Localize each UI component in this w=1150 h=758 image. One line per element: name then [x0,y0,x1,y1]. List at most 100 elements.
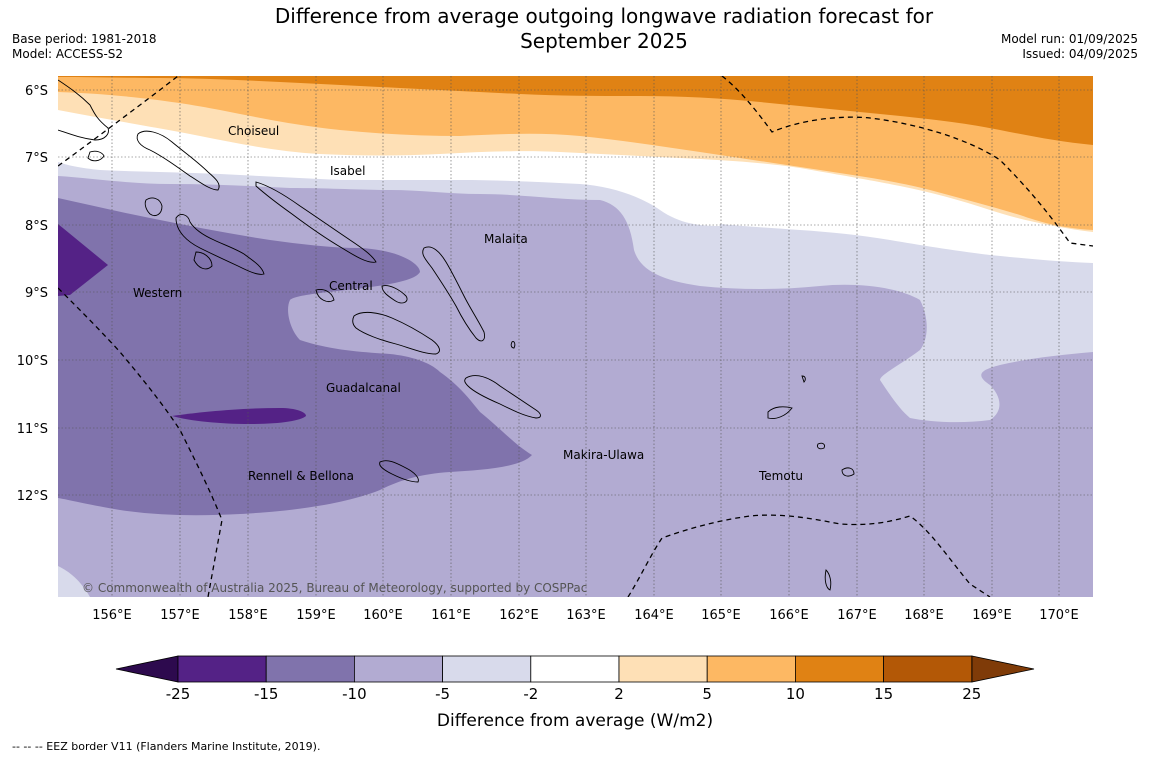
latitude-tick-label: 6°S [25,84,48,99]
island-russell [315,289,335,302]
coastlines [58,79,855,591]
longitude-tick-label: 165°E [701,608,741,623]
left-metadata: Base period: 1981-2018 Model: ACCESS-S2 [12,32,157,62]
colorbar-tick-label: 5 [702,685,712,703]
copyright-text: © Commonwealth of Australia 2025, Bureau… [82,581,587,595]
longitude-tick-label: 161°E [431,608,471,623]
map-title: Difference from average outgoing longwav… [230,4,978,54]
colorbar-cell [706,655,796,683]
eez-border-northeast [721,76,1093,247]
island-makira [464,375,541,419]
latitude-tick-label: 7°S [25,151,48,166]
longitude-tick-label: 167°E [837,608,877,623]
latitude-tick-label: 8°S [25,219,48,234]
island-vanikoro [841,467,855,477]
colorbar-extend-below [115,655,179,683]
longitude-tick-labels: 156°E 157°E 158°E 159°E 160°E 161°E 162°E 163°E… [92,608,1079,623]
colorbar-tick-label: -15 [254,685,279,703]
island-small-2 [801,375,806,383]
eez-borders [58,76,1093,597]
colorbar-cell [618,655,708,683]
island-rennell [379,460,419,483]
eez-border-south [627,514,991,597]
model-run-text: Model run: 01/09/2025 [1000,32,1138,46]
colorbar-cell [530,655,620,683]
island-vella-lavella [144,197,163,217]
island-choiseul [136,130,220,191]
colorbar-tick-label: -25 [166,685,191,703]
island-malaita [422,246,485,342]
colorbar-extend-above [971,655,1035,683]
base-period-text: Base period: 1981-2018 [12,32,157,46]
colorbar-tick-label: 25 [962,685,981,703]
colorbar-tick-label: 10 [786,685,805,703]
band-minus25-minus15-b [172,408,306,424]
colorbar-cell [883,655,973,683]
longitude-tick-label: 160°E [363,608,403,623]
colorbar-tick-label: -10 [342,685,367,703]
region-label-rennell-bellona: Rennell & Bellona [248,469,354,483]
map-area: Choiseul Isabel Malaita Western Central … [58,76,1093,597]
island-anuta [824,569,832,591]
colorbar-cell [795,655,885,683]
colorbar-label: Difference from average (W/m2) [437,711,713,731]
longitude-tick-label: 164°E [634,608,674,623]
title-line-1: Difference from average outgoing longwav… [274,4,934,28]
issued-text: Issued: 04/09/2025 [1022,47,1138,61]
latitude-tick-label: 11°S [17,422,48,437]
island-santa-cruz [767,406,793,419]
longitude-tick-label: 170°E [1039,608,1079,623]
island-rendova [193,251,213,270]
longitude-tick-label: 156°E [92,608,132,623]
longitude-tick-label: 158°E [228,608,268,623]
longitude-tick-label: 169°E [972,608,1012,623]
region-label-temotu: Temotu [758,469,803,483]
island-small-1 [510,341,516,349]
island-guadalcanal [352,311,440,355]
longitude-tick-label: 166°E [769,608,809,623]
colorbar-cell [265,655,355,683]
island-shortland [87,150,105,162]
longitude-tick-label: 157°E [160,608,200,623]
latitude-tick-label: 9°S [25,286,48,301]
region-label-malaita: Malaita [484,232,528,246]
colorbar-cells [177,655,973,683]
band-10-15 [58,76,1093,145]
region-label-central: Central [329,279,373,293]
colorbar: -25 -15 -10 -5 -2 2 5 10 15 25 Difference from av… [115,655,1035,731]
coast-bougainville [58,79,109,141]
band-5-10 [58,76,1093,230]
longitude-tick-label: 162°E [499,608,539,623]
band-minus25-minus15-a [58,224,108,296]
latitude-tick-label: 10°S [17,354,48,369]
island-tikopia [817,442,825,450]
colorbar-cell [177,655,267,683]
eez-border-footnote: -- -- -- EEZ border V11 (Flanders Marine… [12,740,321,753]
colorbar-cell [442,655,532,683]
island-new-georgia [175,214,265,275]
region-label-western: Western [133,286,182,300]
island-isabel [255,181,377,263]
right-metadata: Model run: 01/09/2025 Issued: 04/09/2025 [1001,32,1138,62]
colorbar-tick-label: 15 [874,685,893,703]
eez-border-northwest [58,76,179,167]
colorbar-tick-label: 2 [614,685,624,703]
band-minus10-minus5-bottom [58,566,90,597]
island-florida [381,285,408,304]
longitude-tick-label: 168°E [904,608,944,623]
longitude-tick-label: 163°E [566,608,606,623]
gridlines [58,76,1093,597]
latitude-tick-label: 12°S [17,489,48,504]
longitude-tick-label: 159°E [296,608,336,623]
title-line-2: September 2025 [520,29,688,53]
colorbar-tick-label: -5 [435,685,450,703]
region-label-guadalcanal: Guadalcanal [326,381,401,395]
region-label-makira-ulawa: Makira-Ulawa [563,448,644,462]
latitude-tick-labels: 6°S 7°S 8°S 9°S 10°S 11°S 12°S [17,84,48,504]
region-label-choiseul: Choiseul [228,124,279,138]
colorbar-tick-labels: -25 -15 -10 -5 -2 2 5 10 15 25 [166,685,982,703]
eez-border-west [58,287,223,597]
model-text: Model: ACCESS-S2 [12,47,124,61]
region-label-isabel: Isabel [330,164,365,178]
